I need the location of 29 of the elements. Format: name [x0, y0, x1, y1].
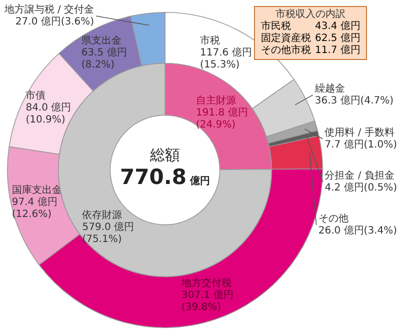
- data-label: 63.5 億円(8.2%): [81, 46, 127, 70]
- text: 市民税 43.4 億円: [261, 21, 360, 32]
- slice-label: その他: [318, 212, 348, 224]
- slice-label: 使用料 / 手数料: [324, 126, 394, 138]
- text: 総額: [149, 146, 181, 165]
- slice-label: 依存財源: [82, 208, 122, 221]
- slice-label: 地方交付税: [180, 276, 232, 289]
- slice-label: 市税: [200, 34, 220, 46]
- data-label: 36.3 億円(4.7%): [314, 94, 394, 107]
- data-label: 191.8 億円(24.9%): [196, 106, 248, 130]
- data-label: 307.1 億円(39.8%): [181, 288, 234, 313]
- slice-label: 地方譲与税 / 交付金: [3, 4, 94, 16]
- slice-label: 分担金 / 負担金: [324, 169, 394, 182]
- data-label: 579.0 億円(75.1%): [82, 220, 134, 245]
- slice-label: 繰越金: [314, 82, 345, 95]
- data-label: 7.7 億円(1.0%): [324, 138, 398, 150]
- data-label: 4.2 億円(0.5%): [324, 181, 398, 194]
- text: 市税収入の内訳: [274, 9, 347, 20]
- slice-label: 県支出金: [81, 34, 122, 46]
- text: その他市税 11.7 億円: [260, 45, 362, 57]
- data-label: 84.0 億円(10.9%): [26, 101, 72, 126]
- text: 固定資産税 62.5 億円: [260, 33, 362, 44]
- data-label: 26.0 億円(3.4%): [318, 224, 398, 236]
- data-label: 117.6 億円(15.3%): [200, 46, 252, 70]
- data-label: 27.0 億円(3.6%): [15, 16, 94, 28]
- text: 770.8 億円: [120, 165, 210, 189]
- slice-label: 自主財源: [196, 94, 236, 106]
- slice-label: 市債: [26, 89, 46, 102]
- data-label: 97.4 億円(12.6%): [12, 196, 58, 220]
